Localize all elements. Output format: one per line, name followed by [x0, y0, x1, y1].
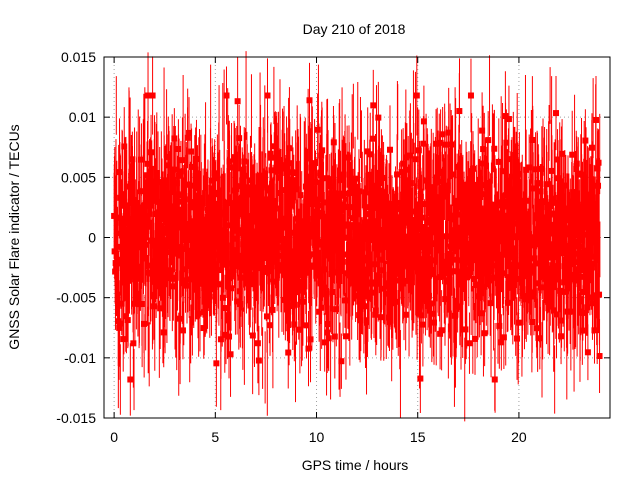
- x-tick-label: 15: [410, 429, 426, 445]
- y-tick-label: -0.01: [64, 350, 96, 366]
- error-bars: [113, 51, 601, 422]
- y-axis-label: GNSS Solar Flare indicator / TECUs: [6, 124, 22, 349]
- y-tick-label: 0.01: [69, 109, 96, 125]
- x-tick-label: 5: [211, 429, 219, 445]
- x-tick-label: 20: [511, 429, 527, 445]
- x-tick-labels: 0 5 10 15 20: [110, 429, 527, 445]
- y-tick-label: 0.005: [61, 169, 96, 185]
- y-tick-label: -0.015: [56, 410, 96, 426]
- data-points: [111, 51, 603, 422]
- y-tick-label: 0.015: [61, 49, 96, 65]
- x-axis-label: GPS time / hours: [302, 457, 409, 473]
- x-tick-label: 0: [110, 429, 118, 445]
- y-tick-label: -0.005: [56, 290, 96, 306]
- tick-marks: [104, 56, 610, 419]
- x-tick-label: 10: [309, 429, 325, 445]
- chart-title: Day 210 of 2018: [303, 21, 406, 37]
- y-tick-label: 0: [88, 230, 96, 246]
- y-tick-labels: -0.015 -0.01 -0.005 0 0.005 0.01 0.015: [56, 49, 96, 426]
